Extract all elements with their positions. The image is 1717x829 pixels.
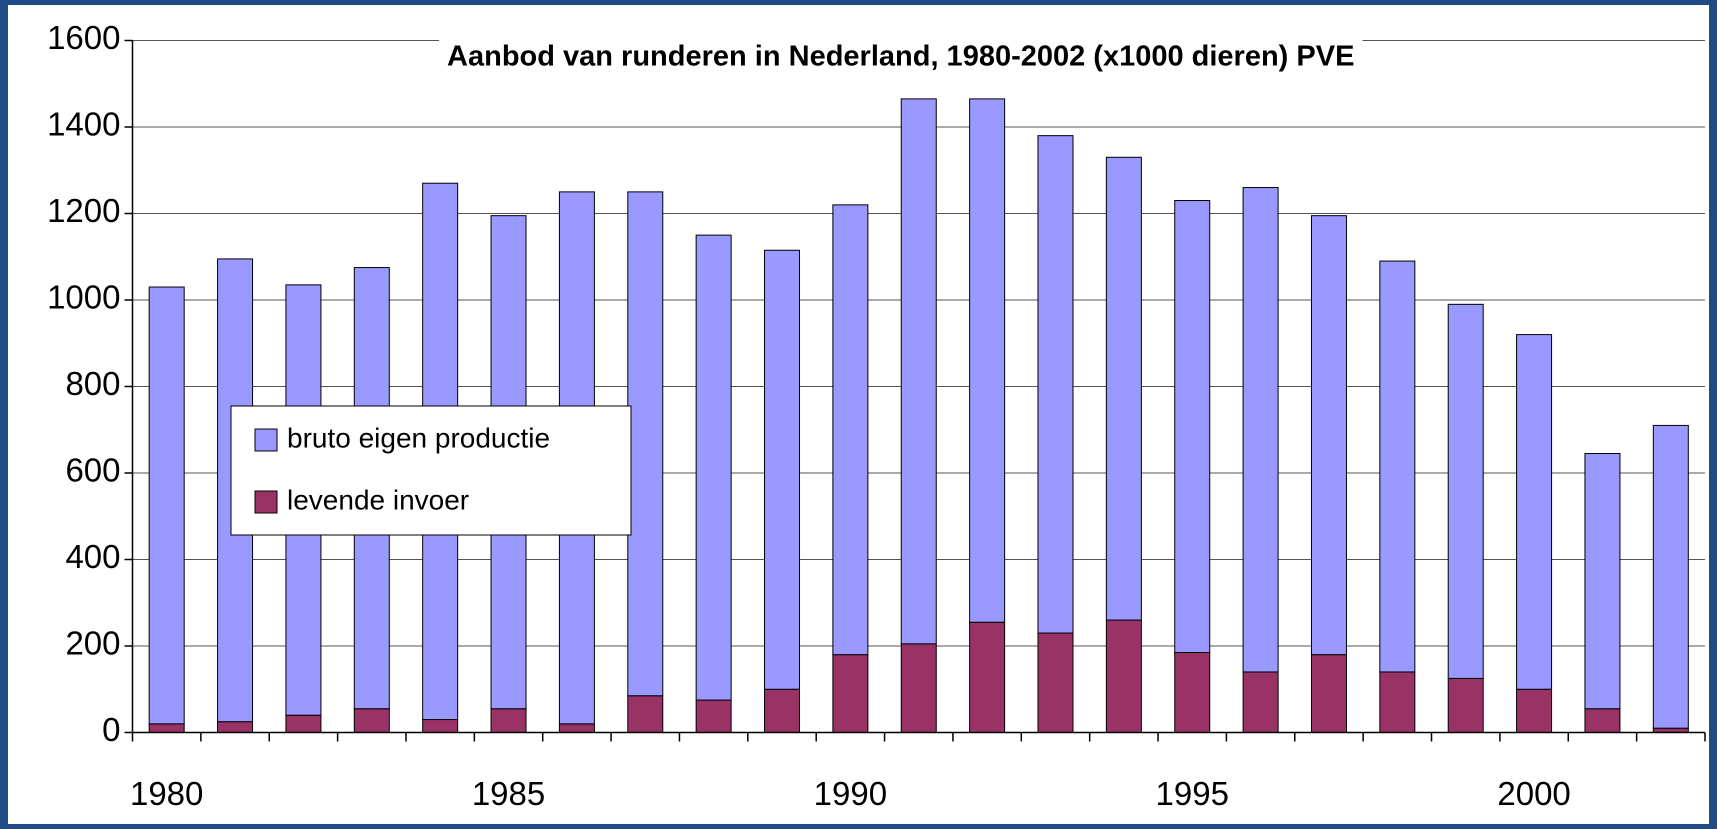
- bar-segment: [285, 714, 322, 734]
- bar-segment: [969, 621, 1006, 734]
- x-tick-label: 2000: [1497, 775, 1570, 812]
- y-tick-label: 800: [65, 365, 120, 402]
- bar-segment: [490, 708, 527, 734]
- legend-swatch: [254, 428, 278, 452]
- chart-title: Aanbod van runderen in Nederland, 1980-2…: [447, 41, 1354, 73]
- bar-segment: [558, 723, 595, 733]
- y-tick-label: 600: [65, 452, 120, 489]
- bar-segment: [695, 234, 732, 701]
- bar-segment: [1037, 135, 1074, 634]
- bar-segment: [832, 654, 869, 734]
- bar-segment: [1516, 334, 1553, 690]
- bar-segment: [1105, 156, 1142, 621]
- bar-segment: [1174, 200, 1211, 653]
- bar-segment: [422, 719, 459, 734]
- x-tick-label: 1990: [814, 775, 887, 812]
- bar-segment: [1447, 677, 1484, 733]
- legend-label: levende invoer: [287, 484, 469, 515]
- bar-segment: [969, 98, 1006, 623]
- bar-segment: [764, 249, 801, 690]
- bar-segment: [627, 191, 664, 697]
- bar-segment: [900, 643, 937, 734]
- x-tick-label: 1980: [130, 775, 203, 812]
- legend-box: [230, 405, 632, 536]
- bar-segment: [1242, 671, 1279, 734]
- bar-segment: [148, 723, 185, 733]
- legend-label: bruto eigen productie: [287, 422, 550, 453]
- bar-segment: [148, 286, 185, 725]
- bar-segment: [627, 695, 664, 733]
- bar-segment: [1584, 708, 1621, 734]
- bar-segment: [1105, 619, 1142, 733]
- bar-segment: [1037, 632, 1074, 734]
- bar-segment: [695, 699, 732, 733]
- y-tick-label: 1600: [47, 19, 120, 56]
- bar-segment: [1584, 453, 1621, 710]
- bar-segment: [353, 708, 390, 734]
- x-tick-label: 1985: [472, 775, 545, 812]
- bar-segment: [764, 688, 801, 733]
- bar-segment: [1242, 187, 1279, 673]
- bar-segment: [900, 98, 937, 645]
- y-tick-label: 0: [102, 711, 120, 748]
- bar-segment: [1379, 260, 1416, 673]
- y-tick-label: 1400: [47, 106, 120, 143]
- title-background: [439, 38, 1363, 75]
- bar-segment: [1447, 303, 1484, 679]
- y-tick-label: 1000: [47, 279, 120, 316]
- y-tick-label: 1200: [47, 192, 120, 229]
- bar-segment: [1174, 651, 1211, 733]
- y-tick-label: 400: [65, 538, 120, 575]
- legend-swatch: [254, 490, 278, 514]
- bar-segment: [217, 721, 254, 733]
- bar-segment: [1516, 688, 1553, 733]
- bar-segment: [832, 204, 869, 656]
- bar-segment: [1310, 215, 1347, 656]
- y-tick-label: 200: [65, 625, 120, 662]
- bar-segment: [1310, 654, 1347, 734]
- x-tick-label: 1995: [1156, 775, 1229, 812]
- bar-segment: [1652, 424, 1689, 729]
- bar-segment: [1379, 671, 1416, 734]
